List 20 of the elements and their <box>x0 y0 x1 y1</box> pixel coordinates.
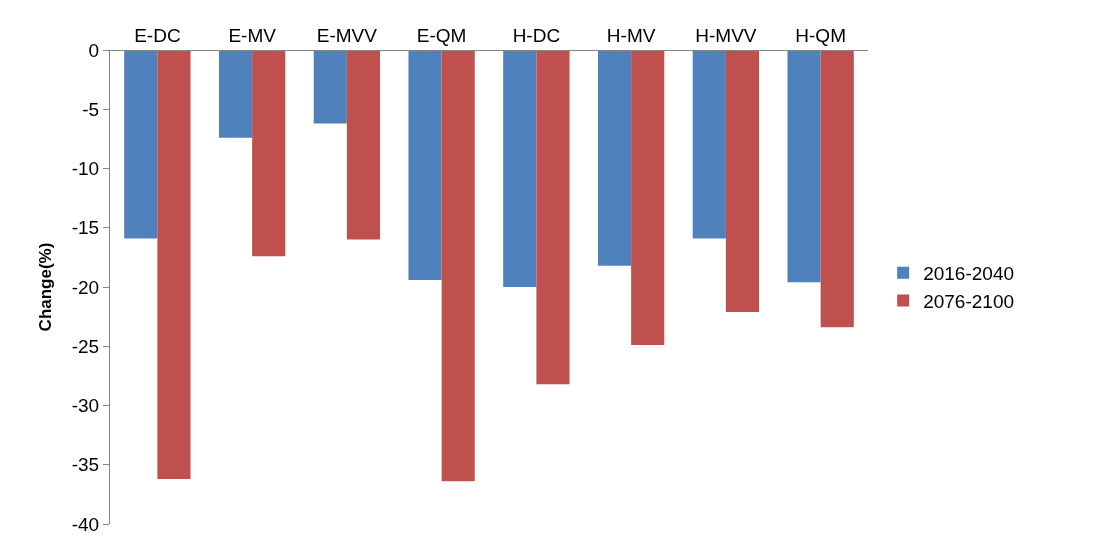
x-tick-label: H-QM <box>795 25 846 47</box>
y-tick-label: 0 <box>88 39 100 61</box>
x-tick-label: E-DC <box>134 25 181 47</box>
legend-label: 2016-2040 <box>923 263 1015 285</box>
y-tick-label: -25 <box>71 335 100 357</box>
x-tick-label: H-MV <box>606 25 656 47</box>
y-axis-title: Change(%) <box>36 242 56 332</box>
y-tick-label: -35 <box>71 454 100 476</box>
y-tick-label: -10 <box>71 158 100 180</box>
y-tick-label: -40 <box>71 513 100 535</box>
x-tick-label: E-QM <box>416 25 467 47</box>
x-tick-label: E-MV <box>228 25 277 47</box>
legend-label: 2076-2100 <box>923 290 1015 312</box>
y-tick-label: -20 <box>71 276 100 298</box>
x-tick-label: H-MVV <box>695 25 757 47</box>
x-tick-label: H-DC <box>512 25 561 47</box>
x-tick-label: E-MVV <box>316 25 378 47</box>
y-tick-label: -15 <box>71 217 100 239</box>
y-tick-label: -5 <box>82 98 100 120</box>
y-tick-label: -30 <box>71 395 100 417</box>
